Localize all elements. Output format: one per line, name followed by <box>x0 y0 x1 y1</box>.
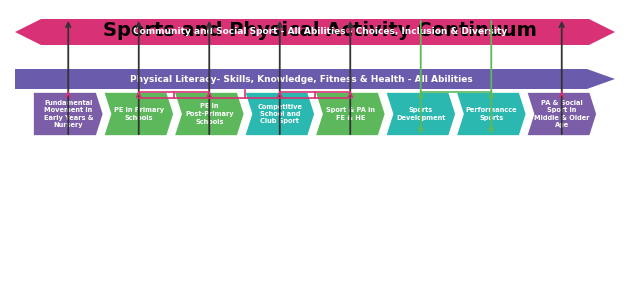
Text: Sport & PA in
FE & HE: Sport & PA in FE & HE <box>326 107 375 121</box>
Polygon shape <box>244 92 315 136</box>
Text: PA & Social
Sport in
Middle & Older
Age: PA & Social Sport in Middle & Older Age <box>534 100 589 128</box>
Polygon shape <box>15 69 615 89</box>
Polygon shape <box>456 92 527 136</box>
Text: PE in Primary
Schools: PE in Primary Schools <box>114 107 164 121</box>
Text: Performancce
Sports: Performancce Sports <box>465 107 517 121</box>
Polygon shape <box>315 92 385 136</box>
Text: Community and Social Sport - All Abilities - Choices, Inclusion & Diversity: Community and Social Sport - All Abiliti… <box>133 28 507 37</box>
Polygon shape <box>527 92 597 136</box>
Text: Sports
Development: Sports Development <box>396 107 445 121</box>
Polygon shape <box>104 92 174 136</box>
Text: PE in
Post-Primary
Schools: PE in Post-Primary Schools <box>185 103 234 124</box>
Text: Competitive
School and
Club Sport: Competitive School and Club Sport <box>257 103 302 124</box>
Polygon shape <box>385 92 456 136</box>
Polygon shape <box>33 92 104 136</box>
Polygon shape <box>174 92 244 136</box>
Text: Physical Literacy- Skills, Knowledge, Fitness & Health - All Abilities: Physical Literacy- Skills, Knowledge, Fi… <box>130 75 472 83</box>
Text: Fundamental
Movement in
Early Years &
Nursery: Fundamental Movement in Early Years & Nu… <box>44 100 93 128</box>
Polygon shape <box>15 19 615 45</box>
Text: Sports and Physical Activity Continuum: Sports and Physical Activity Continuum <box>103 21 537 40</box>
